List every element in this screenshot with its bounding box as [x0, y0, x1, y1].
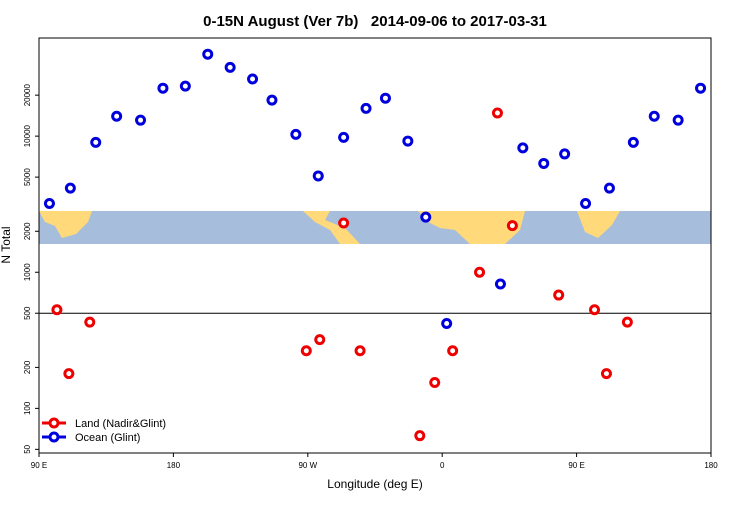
point — [64, 182, 76, 194]
y-tick-label: 100 — [23, 401, 32, 415]
point — [179, 80, 191, 92]
point — [224, 61, 236, 73]
x-tick-label: 90 E — [568, 461, 584, 470]
point — [603, 182, 615, 194]
point — [354, 345, 366, 357]
x-tick-label: 180 — [704, 461, 718, 470]
x-tick-label: 90 E — [31, 461, 47, 470]
point — [63, 368, 75, 380]
point — [506, 220, 518, 232]
y-tick-label: 1000 — [23, 263, 32, 281]
y-axis-label: N Total — [0, 226, 13, 263]
plot-frame — [38, 37, 712, 454]
point — [517, 142, 529, 154]
chart-title: 0-15N August (Ver 7b) 2014-09-06 to 2017… — [203, 13, 547, 30]
point — [290, 128, 302, 140]
point — [338, 131, 350, 143]
point — [600, 368, 612, 380]
point — [84, 316, 96, 328]
y-tick-label: 500 — [23, 306, 32, 320]
y-tick-label: 10000 — [23, 124, 32, 147]
x-tick-label: 180 — [167, 461, 181, 470]
point — [379, 92, 391, 104]
y-tick-label: 20000 — [23, 83, 32, 106]
y-tick-label: 50 — [23, 444, 32, 453]
point — [414, 430, 426, 442]
point — [157, 82, 169, 94]
point — [402, 135, 414, 147]
legend-label: Land (Nadir&Glint) — [75, 418, 166, 430]
point — [300, 345, 312, 357]
point — [312, 170, 324, 182]
point — [538, 157, 550, 169]
point — [474, 266, 486, 278]
point — [447, 345, 459, 357]
point — [589, 304, 601, 316]
point — [627, 136, 639, 148]
point — [90, 136, 102, 148]
point — [553, 289, 565, 301]
point — [202, 48, 214, 60]
y-tick-label: 200 — [23, 360, 32, 374]
point — [420, 211, 432, 223]
y-tick-label: 2000 — [23, 222, 32, 240]
point — [491, 107, 503, 119]
x-tick-label: 90 W — [298, 461, 317, 470]
point — [314, 334, 326, 346]
legend-marker — [48, 417, 60, 429]
point — [441, 318, 453, 330]
point — [51, 304, 63, 316]
point — [695, 82, 707, 94]
point — [135, 114, 147, 126]
point — [494, 278, 506, 290]
point — [360, 102, 372, 114]
x-axis-label: Longitude (deg E) — [327, 477, 422, 491]
point — [672, 114, 684, 126]
point — [648, 110, 660, 122]
map-strip — [39, 211, 711, 244]
y-tick-label: 5000 — [23, 168, 32, 186]
point — [247, 73, 259, 85]
legend-label: Ocean (Glint) — [75, 432, 140, 444]
point — [43, 197, 55, 209]
point — [580, 197, 592, 209]
point — [559, 148, 571, 160]
point — [338, 217, 350, 229]
legend-marker — [48, 431, 60, 443]
x-tick-label: 0 — [440, 461, 445, 470]
point — [266, 94, 278, 106]
point — [621, 316, 633, 328]
point — [429, 376, 441, 388]
point — [111, 110, 123, 122]
